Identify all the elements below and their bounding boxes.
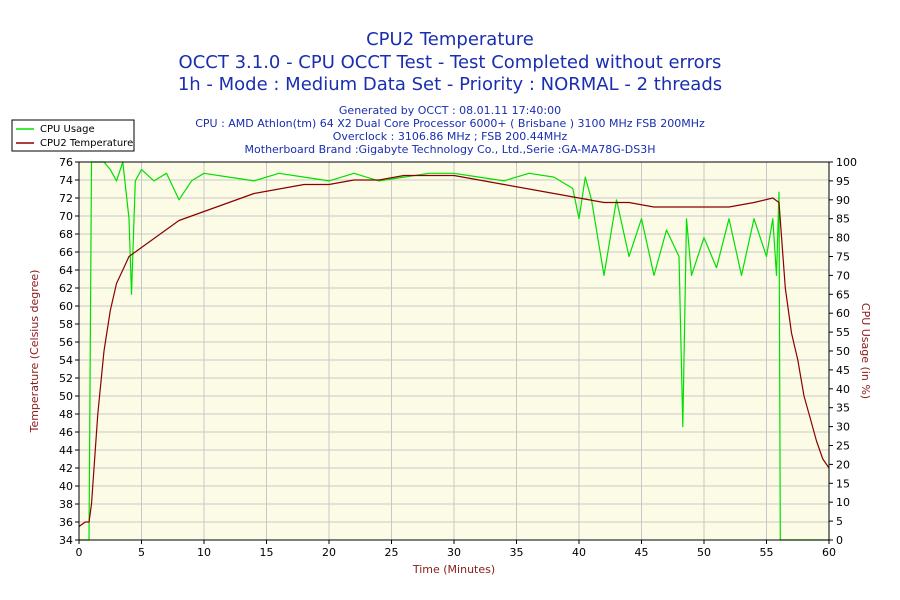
- y-right-tick-label: 65: [836, 288, 850, 301]
- y-left-tick-label: 44: [59, 444, 73, 457]
- y-right-tick-label: 45: [836, 364, 850, 377]
- x-tick-label: 10: [197, 546, 211, 559]
- x-axis-ticks: 0 5 10 15 20 25 30 35 40 45 50 55 60: [76, 540, 836, 559]
- y-right-tick-label: 95: [836, 175, 850, 188]
- x-tick-label: 60: [822, 546, 836, 559]
- y-right-tick-label: 35: [836, 402, 850, 415]
- y-right-tick-label: 75: [836, 251, 850, 264]
- info-generated: Generated by OCCT : 08.01.11 17:40:00: [339, 104, 561, 117]
- y-right-tick-label: 40: [836, 383, 850, 396]
- y-right-tick-label: 55: [836, 326, 850, 339]
- x-tick-label: 30: [447, 546, 461, 559]
- y-left-tick-label: 46: [59, 426, 73, 439]
- legend-label-cpu2-temperature: CPU2 Temperature: [40, 138, 133, 149]
- y-left-tick-label: 54: [59, 354, 73, 367]
- y-right-tick-label: 5: [836, 515, 843, 528]
- info-cpu: CPU : AMD Athlon(tm) 64 X2 Dual Core Pro…: [195, 117, 705, 130]
- chart-subtitle-1: OCCT 3.1.0 - CPU OCCT Test - Test Comple…: [179, 52, 722, 73]
- y-left-tick-label: 52: [59, 372, 73, 385]
- y-left-tick-label: 56: [59, 336, 73, 349]
- y-right-tick-label: 70: [836, 269, 850, 282]
- x-axis-label: Time (Minutes): [412, 563, 495, 576]
- x-tick-label: 5: [138, 546, 145, 559]
- x-tick-label: 25: [385, 546, 399, 559]
- info-overclock: Overclock : 3106.86 MHz ; FSB 200.44MHz: [333, 130, 568, 143]
- info-motherboard: Motherboard Brand :Gigabyte Technology C…: [245, 143, 656, 156]
- legend-box: [11, 119, 135, 152]
- y-left-tick-label: 42: [59, 462, 73, 475]
- legend: CPU Usage CPU2 Temperature: [11, 119, 135, 152]
- x-tick-label: 40: [572, 546, 586, 559]
- x-tick-label: 35: [510, 546, 524, 559]
- y-left-tick-label: 34: [59, 534, 73, 547]
- y-right-axis-ticks: 0 5 10 15 20 25 30 35 40 45 50 55 60 65 70 75 80 85 90 95 10…: [829, 156, 857, 547]
- y-right-tick-label: 15: [836, 477, 850, 490]
- y-left-tick-label: 38: [59, 498, 73, 511]
- legend-label-cpu-usage: CPU Usage: [40, 124, 95, 135]
- y-left-tick-label: 60: [59, 300, 73, 313]
- y-left-tick-label: 64: [59, 264, 73, 277]
- y-left-tick-label: 66: [59, 246, 73, 259]
- y-right-tick-label: 10: [836, 496, 850, 509]
- y-left-tick-label: 68: [59, 228, 73, 241]
- y-left-tick-label: 50: [59, 390, 73, 403]
- y-right-tick-label: 100: [836, 156, 857, 169]
- x-tick-label: 55: [760, 546, 774, 559]
- y-right-tick-label: 30: [836, 421, 850, 434]
- y-left-tick-label: 40: [59, 480, 73, 493]
- y-right-tick-label: 0: [836, 534, 843, 547]
- series-layer: [78, 161, 830, 541]
- chart-title: CPU2 Temperature: [366, 29, 534, 50]
- x-tick-label: 50: [697, 546, 711, 559]
- y-left-tick-label: 76: [59, 156, 73, 169]
- y-right-tick-label: 20: [836, 458, 850, 471]
- series-line-cpu-usage: [79, 161, 829, 541]
- y-left-tick-label: 62: [59, 282, 73, 295]
- x-tick-label: 15: [260, 546, 274, 559]
- y-right-tick-label: 25: [836, 440, 850, 453]
- y-left-tick-label: 48: [59, 408, 73, 421]
- y-left-tick-label: 72: [59, 192, 73, 205]
- y-left-axis-ticks: 34 36 38 40 42 44 46 48 50 52 54 56 58 60 62 64 66 68 70 72…: [59, 156, 79, 547]
- y-left-tick-label: 58: [59, 318, 73, 331]
- series-line-cpu2-temperature: [78, 174, 830, 527]
- y-right-tick-label: 60: [836, 307, 850, 320]
- x-tick-label: 45: [635, 546, 649, 559]
- y-right-tick-label: 80: [836, 232, 850, 245]
- y-right-tick-label: 85: [836, 213, 850, 226]
- y-left-tick-label: 74: [59, 174, 73, 187]
- y-left-tick-label: 70: [59, 210, 73, 223]
- chart-subtitle-2: 1h - Mode : Medium Data Set - Priority :…: [178, 74, 722, 95]
- y-left-axis-label: Temperature (Celsius degree): [28, 270, 41, 434]
- y-left-tick-label: 36: [59, 516, 73, 529]
- x-tick-label: 0: [76, 546, 83, 559]
- y-right-tick-label: 90: [836, 194, 850, 207]
- y-right-tick-label: 50: [836, 345, 850, 358]
- x-tick-label: 20: [322, 546, 336, 559]
- y-right-axis-label: CPU Usage (in %): [859, 303, 872, 399]
